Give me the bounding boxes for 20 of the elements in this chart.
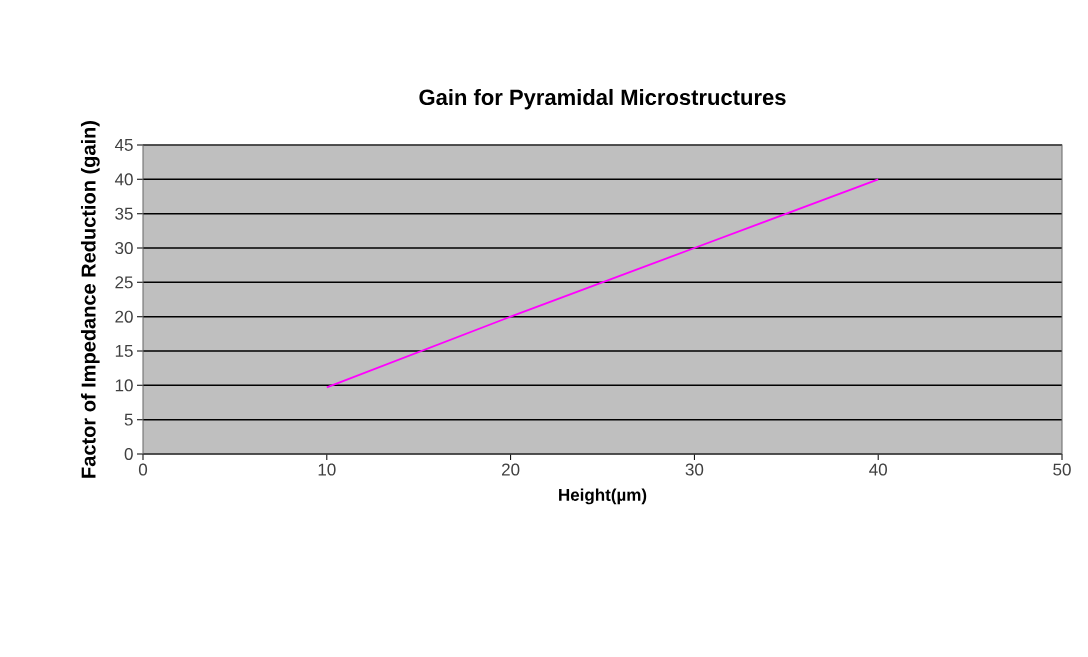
x-tick-label: 10 xyxy=(318,463,336,476)
chart-title: Gain for Pyramidal Microstructures xyxy=(419,88,786,110)
y-tick-label: 5 xyxy=(124,413,133,426)
x-axis-title: Height(µm) xyxy=(559,488,647,505)
y-tick-label: 35 xyxy=(115,207,133,220)
y-tick-label: 40 xyxy=(114,173,133,186)
line-series xyxy=(325,178,880,389)
x-tick-label: 30 xyxy=(685,463,704,476)
y-tick-label: 25 xyxy=(115,276,133,289)
x-tick-label: 50 xyxy=(1053,463,1071,476)
x-tick-label: 0 xyxy=(138,463,148,476)
y-tick-label: 15 xyxy=(115,345,133,357)
x-tick-label: 40 xyxy=(869,463,887,476)
y-axis-title: Factor of Impedance Reduction (gain) xyxy=(80,121,100,478)
y-tick-label: 20 xyxy=(115,310,133,323)
y-tick-label: 30 xyxy=(115,241,133,255)
x-tick-label: 20 xyxy=(502,463,520,476)
y-tick-label: 0 xyxy=(124,447,133,461)
y-tick-label: 45 xyxy=(114,139,133,151)
y-tick-label: 10 xyxy=(115,379,133,392)
